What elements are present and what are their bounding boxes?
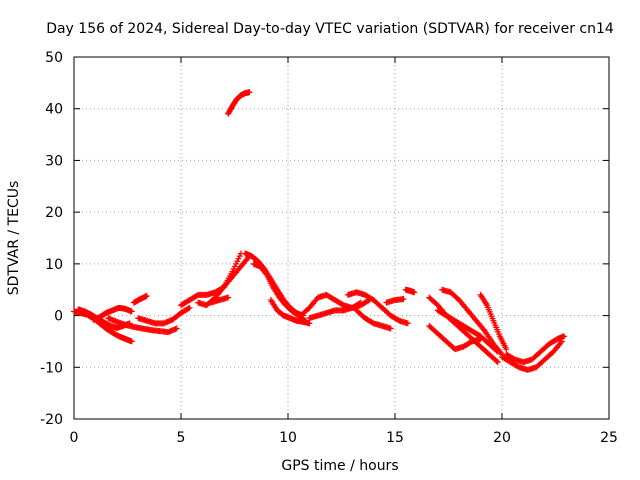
series-arc-p (344, 289, 411, 327)
data-point (225, 294, 232, 301)
x-tick-label: 15 (386, 430, 404, 446)
series-arc-v (439, 286, 505, 358)
series-arc-m (267, 297, 313, 327)
y-tick-label: 0 (54, 309, 63, 325)
data-point (246, 89, 253, 96)
data-point (185, 305, 192, 312)
y-tick-label: 50 (45, 50, 63, 66)
y-tick-label: -10 (40, 360, 63, 376)
x-tick-label: 0 (70, 430, 79, 446)
series-arc-d (105, 315, 180, 336)
data-series (71, 89, 568, 373)
y-axis-label: SDTVAR / TECUs (6, 181, 22, 296)
y-tick-label: 40 (45, 102, 63, 118)
series-arc-i (207, 294, 232, 306)
data-point (387, 325, 394, 332)
x-tick-label: 10 (279, 430, 297, 446)
series-arc-s (402, 286, 418, 296)
y-tick-label: -20 (40, 412, 63, 428)
series-arc-z (503, 333, 568, 366)
x-tick-labels: 0 5 10 15 20 25 (70, 430, 618, 446)
series-arc-q (353, 307, 394, 332)
data-point (494, 359, 501, 366)
series-arc-w (434, 307, 501, 355)
data-point (494, 348, 501, 355)
y-tick-labels: -20 -10 0 10 20 30 40 50 (40, 50, 63, 428)
x-tick-label: 25 (600, 430, 618, 446)
data-point (356, 300, 363, 307)
x-tick-label: 5 (177, 430, 186, 446)
series-arc-y (499, 338, 565, 373)
series-arc-j (225, 89, 253, 117)
chart-title: Day 156 of 2024, Sidereal Day-to-day VTE… (46, 21, 614, 37)
x-axis-label: GPS time / hours (281, 458, 398, 474)
plot-frame (73, 56, 610, 420)
y-tick-label: 10 (45, 257, 63, 273)
data-point (493, 347, 500, 354)
y-tick-label: 20 (45, 205, 63, 221)
series-arc-o (306, 299, 364, 322)
axis-ticks (73, 56, 610, 420)
data-point (404, 320, 411, 327)
series-arc-c (90, 304, 135, 323)
series-arc-e (135, 304, 193, 327)
data-point (173, 325, 180, 332)
data-point (143, 292, 150, 299)
series-arc-h (195, 250, 244, 309)
x-tick-label: 20 (493, 430, 511, 446)
grid-lines (74, 57, 609, 419)
data-point (357, 299, 364, 306)
data-point (128, 338, 135, 345)
data-point (306, 320, 313, 327)
data-point (411, 289, 418, 296)
series-arc-r (383, 296, 407, 306)
data-point (186, 304, 193, 311)
data-point (503, 346, 510, 353)
data-point (128, 308, 135, 315)
y-tick-label: 30 (45, 153, 63, 169)
series-arc-f (130, 292, 150, 306)
data-point (400, 296, 407, 303)
series-arc-x (477, 291, 510, 353)
series-arc-u (426, 322, 484, 353)
data-point (493, 358, 500, 365)
data-point (561, 333, 568, 340)
